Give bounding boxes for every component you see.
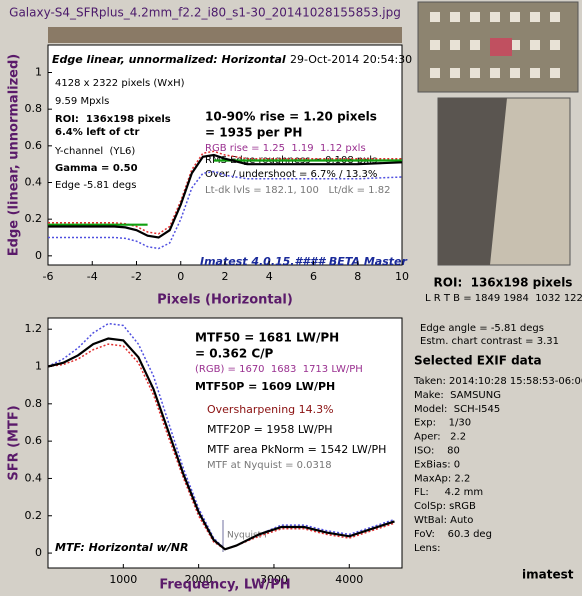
annotation: Gamma = 0.50	[55, 163, 138, 174]
exif-line: Make: SAMSUNG	[414, 390, 501, 401]
y-tick-label: 0.2	[25, 212, 43, 225]
x-tick-label: 6	[310, 270, 317, 283]
annotation: MTF50P = 1609 LW/PH	[195, 380, 335, 393]
annotation: 9.59 Mpxls	[55, 96, 109, 107]
annotation: 6.4% left of ctr	[55, 127, 139, 138]
roi-coords: L R T B = 1849 1984 1032 1229	[425, 293, 582, 304]
annotation: 10-90% rise = 1.20 pixels	[205, 110, 377, 124]
x-tick-label: 2000	[185, 573, 213, 586]
roi-label: ROI: 136x198 pixels	[434, 276, 573, 290]
y-tick-label: 0.4	[25, 176, 43, 189]
annotation: 29-Oct-2014 20:54:30	[290, 53, 412, 66]
annotation: Y-channel (YL6)	[54, 146, 135, 157]
annotation: MTF: Horizontal w/NR	[55, 541, 188, 554]
exif-line: WtBal: Auto	[414, 515, 473, 526]
roi-dark-side	[438, 98, 507, 265]
annotation: MTF50 = 1681 LW/PH	[195, 331, 339, 345]
x-tick-label: 8	[354, 270, 361, 283]
exif-line: FoV: 60.3 deg	[414, 529, 492, 540]
x-axis-label: Frequency, LW/PH	[159, 578, 290, 593]
annotation: Oversharpening 14.3%	[207, 403, 334, 416]
y-tick-label: 1.2	[25, 322, 43, 335]
mtf-plot-area	[47, 317, 403, 569]
x-tick-label: 0	[177, 270, 184, 283]
annotation: Over / undershoot = 6.7% / 13.3%	[205, 169, 377, 180]
x-tick-label: 10	[395, 270, 409, 283]
annotation: MTF area PkNorm = 1542 LW/PH	[207, 443, 386, 456]
y-axis-label: Edge (linear, unnormalized)	[7, 54, 22, 256]
y-tick-label: 0	[35, 249, 42, 262]
exif-line: Aper: 2.2	[414, 432, 466, 443]
annotation: MTF20P = 1958 LW/PH	[207, 423, 332, 436]
series-line	[48, 150, 402, 235]
exif-line: ExBias: 0	[414, 459, 460, 470]
series-line	[48, 153, 403, 239]
window-title: Galaxy-S4_SFRplus_4.2mm_f2.2_i80_s1-30_2…	[9, 6, 401, 20]
exif-line: Taken: 2014:10:28 15:58:53-06:00	[413, 376, 582, 387]
exif-list: Taken: 2014:10:28 15:58:53-06:00 Make: SA…	[413, 376, 582, 554]
annotation: MTF at Nyquist = 0.0318	[207, 460, 332, 471]
strip	[48, 27, 402, 43]
annotation: = 0.362 C/P	[195, 347, 274, 361]
logo: imatest	[522, 568, 574, 582]
annotation: Edge -5.81 degs	[55, 180, 136, 191]
annotation: Imatest 4.0.15.#### BETA Master	[200, 255, 407, 268]
y-tick-label: 1	[35, 360, 42, 373]
exif-line: MaxAp: 2.2	[414, 473, 470, 484]
exif-line: Model: SCH-I545	[414, 404, 500, 415]
x-tick-label: 4	[266, 270, 273, 283]
x-axis-label: Pixels (Horizontal)	[157, 293, 293, 308]
annotation: RGB rise = 1.25 1.19 1.12 pxls	[205, 143, 366, 154]
annotation: 4128 x 2322 pixels (WxH)	[55, 78, 185, 89]
thumbnail-patches	[430, 12, 560, 78]
x-tick-label: -4	[87, 270, 98, 283]
edge-angle: Edge angle = -5.81 degs	[420, 323, 544, 334]
exif-line: ISO: 80	[414, 446, 460, 457]
annotation: = 1935 per PH	[205, 126, 302, 140]
exif-line: Lens:	[414, 543, 440, 554]
mtf-annotations: MTF50 = 1681 LW/PH = 0.362 C/P (RGB) = 1…	[55, 331, 386, 555]
color-patch	[490, 38, 512, 56]
x-tick-label: 3000	[260, 573, 288, 586]
y-tick-label: 0.8	[25, 102, 43, 115]
y-tick-label: 0.4	[25, 471, 43, 484]
y-tick-label: 0.8	[25, 397, 43, 410]
x-tick-label: 1000	[109, 573, 137, 586]
series-line	[47, 322, 395, 551]
y-tick-label: 0.2	[25, 509, 43, 522]
y-tick-label: 1	[35, 66, 42, 79]
annotation: (RGB) = 1670 1683 1713 LW/PH	[195, 364, 363, 375]
x-tick-label: -2	[131, 270, 142, 283]
exif-line: Exp: 1/30	[414, 418, 471, 429]
series-line	[47, 343, 395, 551]
chart-contrast: Estm. chart contrast = 3.31	[420, 336, 559, 347]
y-tick-label: 0	[35, 546, 42, 559]
exif-title: Selected EXIF data	[414, 354, 542, 368]
exif-line: ColSp: sRGB	[414, 501, 476, 512]
x-tick-label: 2	[222, 270, 229, 283]
annotation: Edge linear, unnormalized: Horizontal	[52, 53, 286, 66]
x-tick-label: -6	[43, 270, 54, 283]
edge-annotations: Edge linear, unnormalized: Horizontal 29…	[52, 53, 412, 268]
exif-line: FL: 4.2 mm	[414, 487, 483, 498]
y-tick-label: 0.6	[25, 139, 43, 152]
annotation: ROI: 136x198 pixels	[55, 114, 171, 125]
series-line	[48, 159, 402, 226]
annotation: Nyquist f	[227, 531, 268, 541]
series-line	[47, 337, 395, 551]
x-tick-label: 4000	[335, 573, 363, 586]
annotation: Lt-dk lvls = 182.1, 100 Lt/dk = 1.82	[205, 185, 390, 196]
y-axis-label: SFR (MTF)	[7, 405, 22, 480]
y-tick-label: 0.6	[25, 434, 43, 447]
